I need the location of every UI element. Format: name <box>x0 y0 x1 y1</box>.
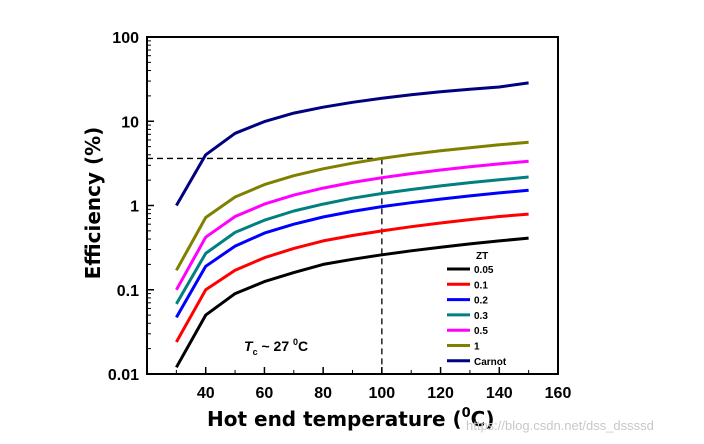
tc-annotation-sup: 0 <box>293 337 298 347</box>
y-axis-title: Efficiency (%) <box>81 127 105 280</box>
legend-label: 0.2 <box>474 296 488 307</box>
tc-annotation-middle: ~ 27 <box>258 338 293 354</box>
series-line-carnot <box>175 81 529 207</box>
series-line-0.5 <box>175 159 529 291</box>
tc-annotation-sub: c <box>253 347 258 357</box>
legend-label: 0.1 <box>474 280 488 291</box>
x-axis-title: Hot end temperature (0C) <box>207 406 495 431</box>
y-tick-label: 0.1 <box>117 283 139 300</box>
x-tick-label: 140 <box>486 385 513 402</box>
watermark: https://blog.csdn.net/dss_dssssd <box>466 418 654 433</box>
y-tick-label: 100 <box>112 30 139 47</box>
series-line-1 <box>175 140 529 272</box>
x-tick-label: 60 <box>256 385 274 402</box>
x-tick-label: 120 <box>427 385 454 402</box>
series-line-0.05 <box>175 236 529 369</box>
y-tick-label: 1 <box>130 199 139 216</box>
y-tick-label: 0.01 <box>108 367 139 384</box>
y-tick-label: 10 <box>121 114 139 131</box>
x-tick-label: 80 <box>314 385 332 402</box>
tc-annotation-prefix: T <box>244 338 254 354</box>
legend-label: Carnot <box>474 357 507 368</box>
legend-label: 0.3 <box>474 311 488 322</box>
x-tick-label: 100 <box>369 385 396 402</box>
tc-annotation-tail: C <box>298 338 308 354</box>
series-line-0.1 <box>175 212 529 343</box>
series-line-0.2 <box>175 188 529 319</box>
series-lines <box>175 81 529 369</box>
legend-label: 0.05 <box>474 265 494 276</box>
tc-annotation: Tc ~ 27 0C <box>244 337 308 357</box>
x-tick-label: 40 <box>197 385 215 402</box>
series-line-0.3 <box>175 175 529 305</box>
legend-label: 0.5 <box>474 326 488 337</box>
x-axis-title-tail: C) <box>471 407 495 431</box>
legend: ZT 0.05 0.1 0.2 0.3 0.5 1 Carnot <box>447 251 507 368</box>
x-axis-title-main: Hot end temperature ( <box>207 407 462 431</box>
legend-label: 1 <box>474 342 480 353</box>
x-axis-title-sup: 0 <box>462 406 471 421</box>
legend-title: ZT <box>476 251 488 262</box>
x-tick-label: 160 <box>545 385 572 402</box>
